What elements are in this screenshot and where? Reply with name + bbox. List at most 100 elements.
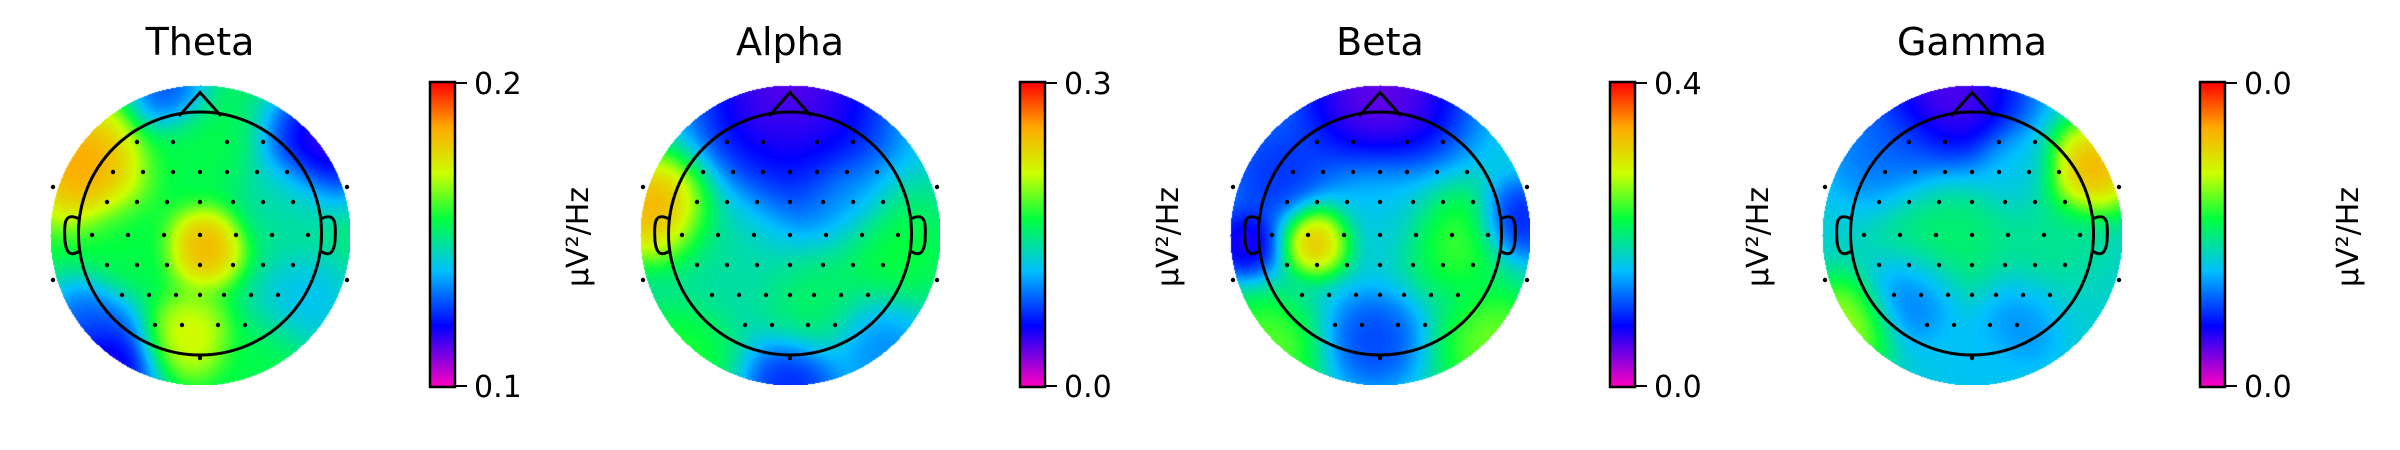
sensor-dot bbox=[1464, 169, 1470, 175]
sensor-dot bbox=[89, 232, 95, 238]
sensor-dot bbox=[814, 139, 820, 145]
sensor-dot bbox=[305, 232, 311, 238]
sensor-dot bbox=[850, 262, 856, 268]
colorbar-unit-label: µV²/Hz bbox=[561, 187, 596, 287]
colorbar-max-label: 0.3 bbox=[1064, 67, 1112, 102]
sensor-dot bbox=[1969, 199, 1975, 205]
sensor-dot bbox=[1969, 169, 1975, 175]
sensor-dot bbox=[260, 262, 266, 268]
sensor-dot bbox=[1413, 232, 1419, 238]
sensor-dot bbox=[104, 262, 110, 268]
sensor-dot bbox=[104, 199, 110, 205]
panel-title: Beta bbox=[1336, 20, 1424, 64]
sensor-dot bbox=[1230, 184, 1236, 190]
sensor-dot bbox=[230, 199, 236, 205]
sensor-dot bbox=[1377, 199, 1383, 205]
sensor-dot bbox=[2014, 322, 2020, 328]
sensor-dot bbox=[1912, 169, 1918, 175]
sensor-dot bbox=[1395, 322, 1401, 328]
sensor-dot bbox=[269, 232, 275, 238]
sensor-dot bbox=[290, 199, 296, 205]
colorbar-unit-label: µV²/Hz bbox=[1151, 187, 1186, 287]
colorbar-min-label: 0.1 bbox=[474, 370, 522, 405]
sensor-dot bbox=[230, 262, 236, 268]
colorbar-gradient bbox=[1018, 80, 1047, 389]
sensor-dot bbox=[865, 292, 871, 298]
sensor-dot bbox=[2020, 292, 2026, 298]
sensor-dot bbox=[1404, 169, 1410, 175]
sensor-dot bbox=[134, 262, 140, 268]
panel-theta: Theta 0.2 0.1 µV²/Hz bbox=[50, 20, 596, 405]
sensor-dot bbox=[1470, 199, 1476, 205]
sensor-dot bbox=[197, 292, 203, 298]
sensor-dot bbox=[221, 292, 227, 298]
sensor-dot bbox=[1230, 277, 1236, 283]
sensor-dot bbox=[1428, 292, 1434, 298]
sensor-dot bbox=[1876, 199, 1882, 205]
sensor-dot bbox=[1344, 199, 1350, 205]
nose bbox=[767, 90, 813, 117]
sensor-dot bbox=[850, 199, 856, 205]
sensor-dot bbox=[709, 292, 715, 298]
sensor-dot bbox=[880, 262, 886, 268]
sensor-dot bbox=[2005, 232, 2011, 238]
sensor-dot bbox=[1942, 169, 1948, 175]
sensor-dot bbox=[763, 292, 769, 298]
left-ear bbox=[63, 215, 80, 256]
sensor-dot bbox=[1455, 292, 1461, 298]
sensor-dot bbox=[1524, 184, 1530, 190]
sensor-dot bbox=[50, 184, 56, 190]
sensor-dot bbox=[146, 292, 152, 298]
sensor-dot bbox=[1377, 262, 1383, 268]
sensor-dot bbox=[134, 199, 140, 205]
sensor-dot bbox=[1524, 277, 1530, 283]
sensor-dot bbox=[170, 139, 176, 145]
sensor-dot bbox=[859, 232, 865, 238]
panel-alpha: Alpha 0.3 0.0 µV²/Hz bbox=[640, 20, 1186, 405]
sensor-dot bbox=[2116, 184, 2122, 190]
sensor-dot bbox=[1993, 292, 1999, 298]
sensor-dot bbox=[1969, 292, 1975, 298]
sensor-dot bbox=[1969, 262, 1975, 268]
panel-beta: Beta 0.4 0.0 µV²/Hz bbox=[1230, 20, 1776, 405]
sensor-dot bbox=[2047, 292, 2053, 298]
sensor-dot bbox=[2032, 139, 2038, 145]
sensor-dot bbox=[224, 139, 230, 145]
sensor-dot bbox=[1299, 292, 1305, 298]
sensor-dot bbox=[823, 232, 829, 238]
sensor-dot bbox=[715, 232, 721, 238]
sensor-dot bbox=[1314, 262, 1320, 268]
sensor-dot bbox=[760, 169, 766, 175]
sensor-dot bbox=[1353, 292, 1359, 298]
sensor-dot bbox=[2002, 262, 2008, 268]
left-ear bbox=[1835, 215, 1852, 256]
sensor-dot bbox=[640, 277, 646, 283]
sensor-dot bbox=[1422, 322, 1428, 328]
sensor-dot bbox=[1969, 232, 1975, 238]
sensor-dot bbox=[736, 292, 742, 298]
sensor-dot bbox=[724, 199, 730, 205]
colorbar-unit-label: µV²/Hz bbox=[1741, 187, 1776, 287]
colorbar-min-label: 0.0 bbox=[1064, 370, 1112, 405]
sensor-dot bbox=[1359, 322, 1365, 328]
sensor-dot bbox=[1440, 199, 1446, 205]
sensor-dot bbox=[814, 169, 820, 175]
left-ear bbox=[653, 215, 670, 256]
sensor-dot bbox=[1906, 199, 1912, 205]
sensor-dot bbox=[742, 322, 748, 328]
sensor-dot bbox=[1434, 169, 1440, 175]
head-outline bbox=[1849, 110, 2095, 357]
colorbar-gradient bbox=[1608, 80, 1637, 389]
sensor-dot bbox=[164, 262, 170, 268]
sensor-dot bbox=[1945, 292, 1951, 298]
sensor-dot bbox=[1404, 139, 1410, 145]
sensor-dot bbox=[838, 292, 844, 298]
colorbar-max-label: 0.4 bbox=[1654, 67, 1702, 102]
sensor-dot bbox=[1822, 184, 1828, 190]
sensor-dot bbox=[1314, 199, 1320, 205]
nose bbox=[1949, 90, 1995, 117]
sensor-dot bbox=[787, 292, 793, 298]
colorbar-gradient bbox=[428, 80, 457, 389]
sensor-dot bbox=[1882, 169, 1888, 175]
sensor-dot bbox=[2032, 262, 2038, 268]
